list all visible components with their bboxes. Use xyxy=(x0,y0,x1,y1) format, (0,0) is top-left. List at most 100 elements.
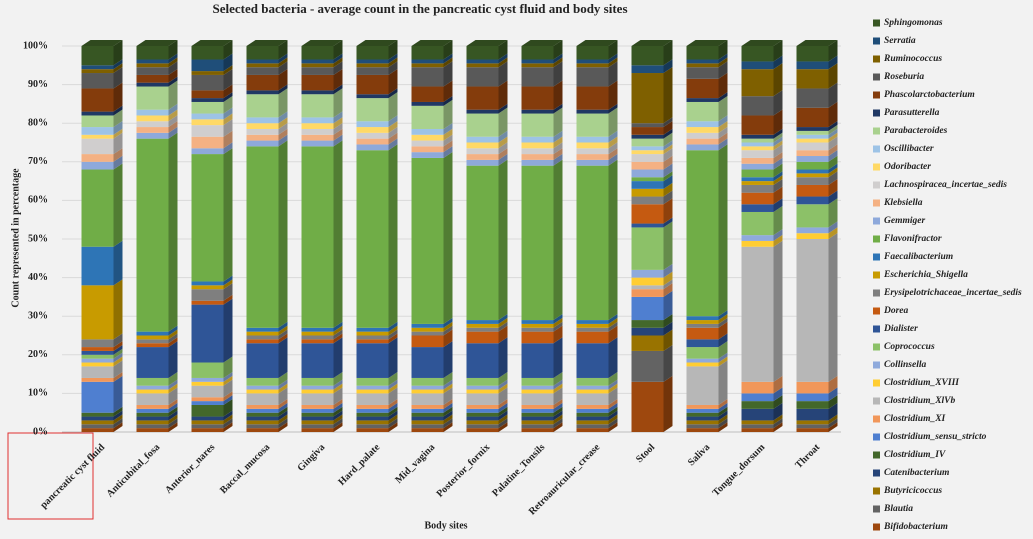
bar-segment-side xyxy=(718,53,728,64)
bar-segment xyxy=(246,416,279,421)
bar-segment xyxy=(191,300,224,305)
bar-segment xyxy=(576,389,609,394)
bar-segment xyxy=(796,177,829,185)
bar-segment-side xyxy=(773,63,783,97)
bar-segment xyxy=(466,86,499,110)
bar-segment-side xyxy=(333,422,343,432)
bar-segment-side xyxy=(223,95,233,114)
bar-segment xyxy=(466,412,499,417)
bar-segment-side xyxy=(828,63,838,89)
bar-segment xyxy=(411,323,444,328)
bar-segment-side xyxy=(608,321,618,332)
bar-segment xyxy=(466,109,499,114)
bar-segment-side xyxy=(443,379,453,390)
bar-segment-side xyxy=(388,414,398,425)
bar-segment xyxy=(411,140,444,147)
bar-segment xyxy=(191,71,224,75)
bar-segment-side xyxy=(168,76,178,87)
bar-segment xyxy=(796,107,829,128)
bar-segment-side xyxy=(828,171,838,185)
bar-segment xyxy=(741,424,774,429)
bar-segment xyxy=(466,113,499,137)
bar-segment xyxy=(411,86,444,102)
legend-text: Coprococcus xyxy=(884,342,935,352)
bar-segment-side xyxy=(663,155,673,170)
bar-segment-side xyxy=(773,109,783,135)
bar-segment-side xyxy=(718,352,728,363)
legend-text: Roseburia xyxy=(883,72,924,82)
legend-swatch xyxy=(873,145,880,153)
bar-segment xyxy=(246,67,279,75)
bar-segment xyxy=(356,331,389,336)
bar-segment-side xyxy=(113,132,123,155)
bar-segment xyxy=(81,358,114,363)
bar-segment xyxy=(576,109,609,114)
bar-segment-side xyxy=(498,317,508,328)
bar-segment xyxy=(576,323,609,328)
legend-text: Parabacteroides xyxy=(884,126,948,136)
bar-segment-side xyxy=(113,121,123,135)
bar-segment xyxy=(301,335,334,340)
bar-segment xyxy=(521,404,554,409)
bar-segment-side xyxy=(553,142,563,155)
bar-segment xyxy=(246,385,279,390)
bar-segment-side xyxy=(113,109,123,128)
bar-segment xyxy=(576,142,609,149)
bar-segment xyxy=(576,148,609,155)
legend-swatch xyxy=(873,235,880,243)
bar-segment-side xyxy=(553,371,563,386)
bar-segment xyxy=(521,385,554,390)
bar-segment xyxy=(246,424,279,429)
bar-segment-side xyxy=(113,414,123,425)
bar-segment-side xyxy=(663,40,673,66)
bar-segment xyxy=(686,101,719,122)
bar-segment-side xyxy=(388,88,398,99)
bar-segment-side xyxy=(663,163,673,178)
bar-segment xyxy=(576,136,609,143)
legend-text: Dorea xyxy=(883,306,909,316)
bar-segment xyxy=(631,154,664,162)
bar-segment xyxy=(411,59,444,64)
bar-segment-side xyxy=(333,387,343,405)
bar-segment-side xyxy=(718,398,728,409)
bar-segment xyxy=(81,246,114,286)
bar-segment xyxy=(796,424,829,429)
bar-segment xyxy=(521,327,554,332)
bar-segment-side xyxy=(553,398,563,409)
bar-segment-side xyxy=(663,217,673,228)
chart-title: Selected bacteria - average count in the… xyxy=(213,1,628,16)
bar-segment xyxy=(411,404,444,409)
bar-segment xyxy=(741,177,774,182)
bar-segment xyxy=(521,148,554,155)
bar-segment-side xyxy=(388,383,398,394)
bar-segment-side xyxy=(663,198,673,224)
bar-segment-side xyxy=(168,329,178,340)
bar-segment xyxy=(136,416,169,421)
bar-segment-side xyxy=(278,57,288,68)
legend-swatch xyxy=(873,397,880,405)
bar-segment-side xyxy=(498,379,508,390)
bar-segment-side xyxy=(828,144,838,157)
bar-segment-side xyxy=(828,418,838,429)
bar-segment-side xyxy=(278,410,288,421)
bar-segment-side xyxy=(608,57,618,68)
bar-segment xyxy=(191,397,224,402)
legend-swatch xyxy=(873,271,880,279)
bar-segment-side xyxy=(113,155,123,170)
bar-segment-side xyxy=(443,383,453,394)
bar-segment xyxy=(191,381,224,386)
legend-text: Oscillibacter xyxy=(884,144,934,154)
legend-text: Catenibacterium xyxy=(884,468,949,478)
bar-segment-side xyxy=(498,422,508,432)
bar-segment xyxy=(301,428,334,432)
bar-segment-side xyxy=(553,314,563,324)
bar-segment xyxy=(191,59,224,72)
bar-segment-side xyxy=(223,391,233,402)
bar-segment xyxy=(741,204,774,212)
bar-segment xyxy=(741,408,774,421)
bar-segment-side xyxy=(278,61,288,75)
legend-swatch xyxy=(873,343,880,351)
bar-segment xyxy=(411,46,444,60)
bar-segment xyxy=(686,420,719,425)
legend-swatch xyxy=(873,253,880,261)
